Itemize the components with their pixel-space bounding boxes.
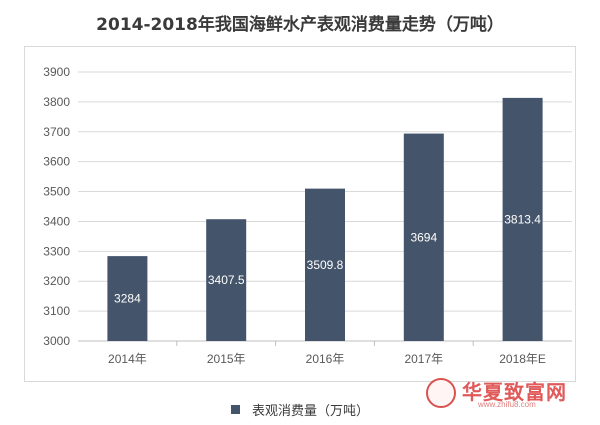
watermark-text: 华夏致富网 — [462, 380, 567, 404]
y-tick-label: 3900 — [43, 65, 70, 79]
watermark-url: www.zhifu8.com — [478, 400, 536, 409]
chart-area — [24, 46, 576, 382]
x-tick-label: 2017年 — [404, 352, 443, 366]
data-label: 3509.8 — [307, 258, 344, 272]
data-label: 3284 — [114, 292, 141, 306]
bar — [206, 219, 247, 341]
bar — [305, 188, 345, 341]
y-tick-label: 3800 — [43, 95, 70, 109]
chart-title: 2014-2018年我国海鲜水产表观消费量走势（万吨） — [96, 15, 504, 35]
legend-swatch — [230, 405, 240, 414]
y-tick-label: 3000 — [43, 334, 70, 348]
watermark-logo-icon — [426, 378, 456, 408]
data-label: 3813.4 — [504, 212, 541, 226]
watermark: 华夏致富网 www.zhifu8.com — [426, 376, 586, 412]
y-tick-label: 3700 — [43, 125, 70, 139]
bar — [403, 133, 444, 341]
y-tick-label: 3400 — [43, 214, 70, 228]
y-tick-label: 3600 — [43, 155, 70, 169]
y-tick-label: 3100 — [43, 304, 70, 318]
legend-label: 表观消费量（万吨） — [251, 404, 369, 419]
x-tick-label: 2015年 — [207, 352, 246, 366]
bar — [107, 256, 148, 341]
x-tick-label: 2016年 — [306, 352, 345, 366]
bar — [502, 97, 543, 341]
data-label: 3694 — [410, 230, 437, 244]
data-label: 3407.5 — [208, 273, 245, 287]
y-tick-label: 3300 — [43, 244, 70, 258]
legend: 表观消费量（万吨） — [0, 400, 600, 419]
y-tick-label: 3500 — [43, 185, 70, 199]
x-tick-label: 2014年 — [108, 352, 147, 366]
x-tick-label: 2018年E — [499, 352, 546, 366]
y-tick-label: 3200 — [43, 274, 70, 288]
